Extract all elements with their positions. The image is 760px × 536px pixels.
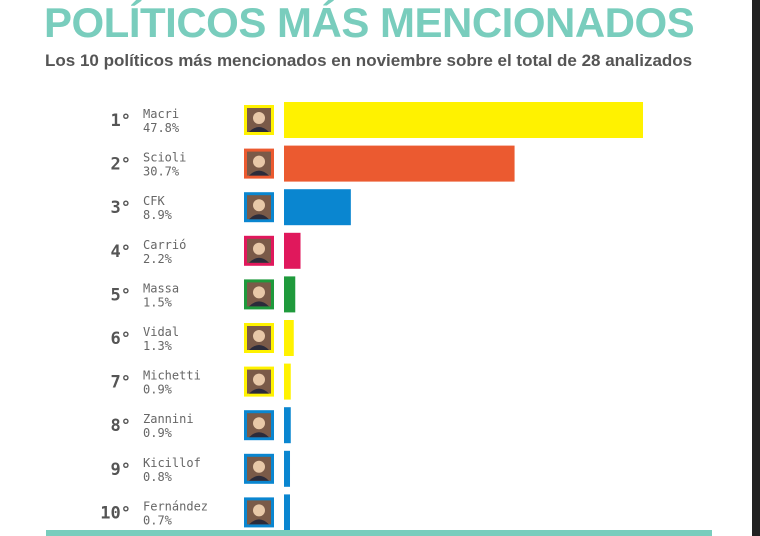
avatar-shoulders [249, 170, 269, 176]
avatar-face [253, 417, 265, 430]
value-label: 0.9% [143, 426, 173, 440]
politician-name: CFK [143, 194, 165, 208]
avatar-shoulders [249, 257, 269, 263]
bar [284, 145, 515, 182]
rank-label: 7° [111, 373, 131, 393]
rank-label: 9° [111, 460, 131, 480]
avatar-shoulders [249, 127, 269, 132]
value-label: 47.8% [143, 121, 180, 135]
avatar-face [253, 286, 265, 299]
bar [284, 232, 301, 269]
rank-label: 3° [111, 198, 131, 218]
politician-name: Massa [143, 281, 179, 295]
politician-name: Scioli [143, 151, 186, 165]
bar [284, 494, 290, 531]
chart-subtitle: Los 10 políticos más mencionados en novi… [45, 51, 693, 70]
avatar-shoulders [249, 519, 269, 525]
avatar-face [253, 373, 265, 386]
politician-name: Macri [143, 107, 179, 121]
value-label: 2.2% [143, 252, 173, 266]
bar [284, 363, 291, 400]
value-label: 30.7% [143, 165, 180, 179]
politician-name: Carrió [143, 238, 186, 252]
bar [284, 189, 351, 226]
chart-title: POLÍTICOS MÁS MENCIONADOS [44, 0, 695, 46]
bottom-accent-line [46, 530, 712, 536]
politician-name: Fernández [143, 499, 208, 513]
bar [284, 276, 296, 313]
bar [284, 102, 643, 138]
value-label: 0.8% [143, 470, 173, 484]
right-edge-border [752, 0, 760, 536]
rank-label: 2° [111, 155, 131, 175]
avatar-shoulders [249, 388, 269, 394]
bar [284, 407, 291, 444]
avatar-face [253, 242, 265, 255]
avatar-face [253, 330, 265, 342]
value-label: 8.9% [143, 208, 173, 222]
value-label: 0.7% [143, 513, 173, 527]
avatar-shoulders [249, 432, 269, 438]
rank-label: 4° [111, 242, 131, 262]
politician-name: Michetti [143, 369, 201, 383]
rank-label: 6° [111, 329, 131, 349]
avatar-face [253, 199, 265, 212]
bar [284, 320, 294, 356]
value-label: 1.5% [143, 295, 173, 309]
politician-name: Vidal [143, 325, 179, 339]
rank-label: 5° [111, 285, 131, 305]
avatar-face [253, 112, 265, 124]
politician-name: Zannini [143, 412, 194, 426]
rank-label: 8° [111, 416, 131, 436]
avatar-shoulders [249, 301, 269, 307]
bar [284, 450, 291, 487]
avatar-face [253, 155, 265, 168]
avatar-face [253, 504, 265, 517]
avatar-shoulders [249, 214, 269, 220]
value-label: 0.9% [143, 383, 173, 397]
rank-label: 1° [111, 111, 131, 131]
avatar-shoulders [249, 345, 269, 350]
politician-name: Kicillof [143, 456, 201, 470]
rank-label: 10° [100, 503, 131, 523]
avatar-shoulders [249, 475, 269, 481]
avatar-face [253, 460, 265, 473]
value-label: 1.3% [143, 339, 173, 353]
